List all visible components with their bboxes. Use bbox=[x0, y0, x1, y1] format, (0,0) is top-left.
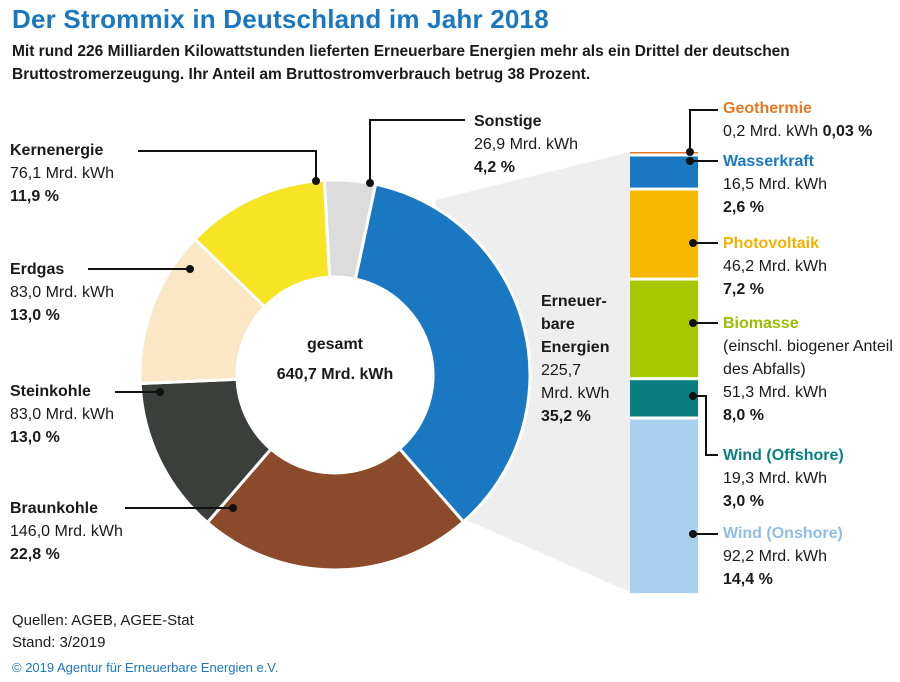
leader-lines bbox=[88, 109, 718, 538]
footer-sources: Quellen: AGEB, AGEE-Stat bbox=[12, 612, 194, 629]
label-geothermie-percent: 0,03 % bbox=[822, 123, 873, 140]
bar-segment-photovoltaik bbox=[630, 190, 698, 278]
label-wind-onshore-value: 92,2 Mrd. kWh bbox=[723, 548, 828, 565]
chart-subtitle: Mit rund 226 Milliarden Kilowattstunden … bbox=[12, 43, 790, 83]
leader-dot-sonstige bbox=[366, 179, 374, 187]
label-steinkohle: Steinkohle 83,0 Mrd. kWh 13,0 % bbox=[10, 380, 114, 449]
label-steinkohle-name: Steinkohle bbox=[10, 383, 91, 400]
label-biomasse-note: (einschl. biogener Anteil des Abfalls) bbox=[723, 338, 893, 378]
label-sonstige-value: 26,9 Mrd. kWh bbox=[474, 136, 579, 153]
leader-dot-kernenergie bbox=[312, 177, 320, 185]
label-photovoltaik-value: 46,2 Mrd. kWh bbox=[723, 258, 828, 275]
label-erneuerbare-line2: bare bbox=[541, 316, 575, 333]
bar-segment-geothermie bbox=[630, 152, 698, 154]
leader-dot-erdgas bbox=[186, 265, 194, 273]
label-erdgas-value: 83,0 Mrd. kWh bbox=[10, 284, 115, 301]
label-kernenergie-percent: 11,9 % bbox=[10, 188, 59, 205]
center-total-label: gesamt bbox=[306, 336, 364, 353]
label-geothermie: Geothermie 0,2 Mrd. kWh 0,03 % bbox=[723, 97, 872, 143]
label-erneuerbare-percent: 35,2 % bbox=[541, 408, 591, 425]
donut-slice-sonstige bbox=[322, 178, 378, 281]
leader-dot-geothermie bbox=[686, 148, 694, 156]
leader-dot-braunkohle bbox=[229, 504, 237, 512]
label-wind-onshore-percent: 14,4 % bbox=[723, 571, 773, 588]
label-kernenergie-value: 76,1 Mrd. kWh bbox=[10, 165, 115, 182]
label-photovoltaik: Photovoltaik 46,2 Mrd. kWh 7,2 % bbox=[723, 232, 827, 301]
label-erneuerbare: Erneuer- bare Energien 225,7 Mrd. kWh 35… bbox=[541, 290, 609, 428]
bar-segment-biomasse bbox=[630, 280, 698, 378]
label-erdgas-percent: 13,0 % bbox=[10, 307, 60, 324]
label-wind-onshore-name: Wind (Onshore) bbox=[723, 525, 843, 542]
label-biomasse-name: Biomasse bbox=[723, 315, 799, 332]
leader-dot-wind-offshore bbox=[689, 392, 697, 400]
label-erneuerbare-unit: Mrd. kWh bbox=[541, 385, 610, 402]
label-sonstige: Sonstige 26,9 Mrd. kWh 4,2 % bbox=[474, 110, 578, 179]
label-wind-onshore: Wind (Onshore) 92,2 Mrd. kWh 14,4 % bbox=[723, 522, 843, 591]
donut-slice-erneuerbare-energien bbox=[353, 182, 532, 524]
label-biomasse-value: 51,3 Mrd. kWh bbox=[723, 384, 828, 401]
bar-segment-wind-offshore bbox=[630, 380, 698, 417]
center-total-value: 640,7 Mrd. kWh bbox=[276, 366, 394, 383]
label-wasserkraft-value: 16,5 Mrd. kWh bbox=[723, 176, 828, 193]
leader-dot-wind-onshore bbox=[689, 530, 697, 538]
leader-geothermie bbox=[689, 109, 718, 152]
leader-wind-offshore bbox=[693, 395, 718, 456]
chart-title: Der Strommix in Deutschland im Jahr 2018 bbox=[12, 4, 549, 34]
label-steinkohle-percent: 13,0 % bbox=[10, 429, 60, 446]
label-wind-offshore: Wind (Offshore) 19,3 Mrd. kWh 3,0 % bbox=[723, 444, 844, 513]
label-kernenergie: Kernenergie 76,1 Mrd. kWh 11,9 % bbox=[10, 139, 114, 208]
donut-slice-braunkohle bbox=[205, 446, 466, 572]
leader-sonstige bbox=[369, 119, 465, 183]
label-geothermie-value: 0,2 Mrd. kWh bbox=[723, 123, 819, 140]
label-sonstige-name: Sonstige bbox=[474, 113, 542, 130]
leader-dot-photovoltaik bbox=[689, 239, 697, 247]
label-braunkohle: Braunkohle 146,0 Mrd. kWh 22,8 % bbox=[10, 497, 123, 566]
label-wasserkraft: Wasserkraft 16,5 Mrd. kWh 2,6 % bbox=[723, 150, 827, 219]
label-geothermie-name: Geothermie bbox=[723, 100, 812, 117]
label-wasserkraft-name: Wasserkraft bbox=[723, 153, 815, 170]
label-photovoltaik-percent: 7,2 % bbox=[723, 281, 764, 298]
label-wasserkraft-percent: 2,6 % bbox=[723, 199, 764, 216]
label-erdgas: Erdgas 83,0 Mrd. kWh 13,0 % bbox=[10, 258, 114, 327]
label-braunkohle-percent: 22,8 % bbox=[10, 546, 60, 563]
label-steinkohle-value: 83,0 Mrd. kWh bbox=[10, 406, 115, 423]
label-wind-offshore-name: Wind (Offshore) bbox=[723, 447, 844, 464]
donut-chart bbox=[138, 152, 630, 592]
label-braunkohle-name: Braunkohle bbox=[10, 500, 99, 517]
label-biomasse: Biomasse (einschl. biogener Anteil des A… bbox=[723, 312, 893, 427]
label-erneuerbare-value: 225,7 bbox=[541, 362, 582, 379]
label-wind-offshore-percent: 3,0 % bbox=[723, 493, 764, 510]
bar-segment-wind-onshore bbox=[630, 419, 698, 594]
leader-dot-biomasse bbox=[689, 319, 697, 327]
label-braunkohle-value: 146,0 Mrd. kWh bbox=[10, 523, 123, 540]
label-sonstige-percent: 4,2 % bbox=[474, 159, 515, 176]
leader-dot-steinkohle bbox=[156, 388, 164, 396]
label-wind-offshore-value: 19,3 Mrd. kWh bbox=[723, 470, 828, 487]
label-erneuerbare-line3: Energien bbox=[541, 339, 610, 356]
stacked-bar bbox=[630, 152, 698, 594]
label-photovoltaik-name: Photovoltaik bbox=[723, 235, 820, 252]
footer-copyright: © 2019 Agentur für Erneuerbare Energien … bbox=[12, 660, 279, 675]
footer-stand: Stand: 3/2019 bbox=[12, 634, 106, 651]
label-kernenergie-name: Kernenergie bbox=[10, 142, 104, 159]
leader-dot-wasserkraft bbox=[686, 157, 694, 165]
label-biomasse-percent: 8,0 % bbox=[723, 407, 764, 424]
label-erdgas-name: Erdgas bbox=[10, 261, 65, 278]
leader-kernenergie bbox=[138, 150, 317, 181]
label-erneuerbare-line1: Erneuer- bbox=[541, 293, 607, 310]
